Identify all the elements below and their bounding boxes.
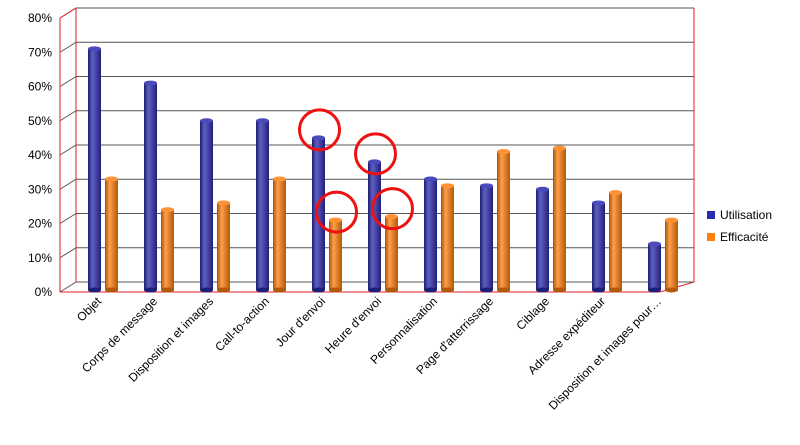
gridline-depth	[59, 178, 77, 190]
y-tick-label: 50%	[28, 114, 52, 128]
legend-label-utilisation: Utilisation	[720, 208, 773, 222]
highlight-circle	[371, 187, 414, 231]
bar-efficacite	[385, 214, 398, 293]
bar-utilisation	[88, 46, 101, 293]
x-tick-label: Objet	[74, 294, 105, 325]
highlight-circle	[354, 132, 397, 176]
y-tick-label: 30%	[28, 182, 52, 196]
bar-utilisation	[648, 241, 661, 293]
bar-efficacite	[497, 149, 510, 293]
bar-utilisation	[144, 80, 157, 293]
highlight-circle	[315, 190, 358, 234]
y-axis-ticks: 0% 10% 20% 30% 40% 50% 60% 70% 80%	[28, 11, 52, 299]
bars	[88, 46, 678, 293]
bar-utilisation	[200, 118, 213, 293]
x-tick-label: Ciblage	[513, 294, 552, 333]
gridlines	[59, 7, 694, 293]
bar-efficacite	[609, 190, 622, 293]
bar-efficacite	[273, 176, 286, 293]
highlight-circles	[298, 108, 414, 234]
x-tick-label: Jour d'envoi	[273, 294, 328, 349]
bar-utilisation	[424, 176, 437, 293]
gridline-depth	[59, 247, 77, 259]
bar-utilisation	[592, 200, 605, 293]
legend-label-efficacite: Efficacité	[720, 230, 769, 244]
axis-line	[59, 7, 77, 19]
bar-utilisation	[256, 118, 269, 293]
bar-utilisation	[536, 186, 549, 293]
legend: Utilisation Efficacité	[707, 204, 772, 248]
x-tick-label: Heure d'envoi	[322, 294, 384, 356]
y-tick-label: 10%	[28, 251, 52, 265]
bar-efficacite	[329, 217, 342, 293]
y-tick-label: 0%	[35, 285, 53, 299]
bar-utilisation	[368, 159, 381, 293]
bar-efficacite	[553, 145, 566, 293]
gridline-depth	[59, 144, 77, 156]
bar-efficacite	[665, 217, 678, 293]
gridline-depth	[59, 213, 77, 224]
bar-efficacite	[441, 183, 454, 293]
x-tick-label: Disposition et images pour…	[546, 294, 664, 412]
gridline-depth	[59, 41, 77, 53]
x-tick-label: Call-to-action	[212, 294, 272, 354]
bar-efficacite	[161, 207, 174, 293]
y-tick-label: 40%	[28, 148, 52, 162]
bar-utilisation	[480, 183, 493, 293]
y-tick-label: 60%	[28, 80, 52, 94]
legend-swatch-efficacite	[707, 233, 715, 241]
y-tick-label: 20%	[28, 217, 52, 231]
y-tick-label: 70%	[28, 45, 52, 59]
gridline-depth	[59, 76, 77, 87]
legend-swatch-utilisation	[707, 211, 715, 219]
bar-efficacite	[217, 200, 230, 293]
legend-item-efficacite: Efficacité	[707, 226, 772, 248]
y-tick-label: 80%	[28, 11, 52, 25]
highlight-circle	[298, 108, 341, 152]
gridline-depth	[59, 110, 77, 122]
bar-utilisation	[312, 135, 325, 293]
bar-efficacite	[105, 176, 118, 293]
gridline-depth	[59, 281, 77, 293]
legend-item-utilisation: Utilisation	[707, 204, 772, 226]
